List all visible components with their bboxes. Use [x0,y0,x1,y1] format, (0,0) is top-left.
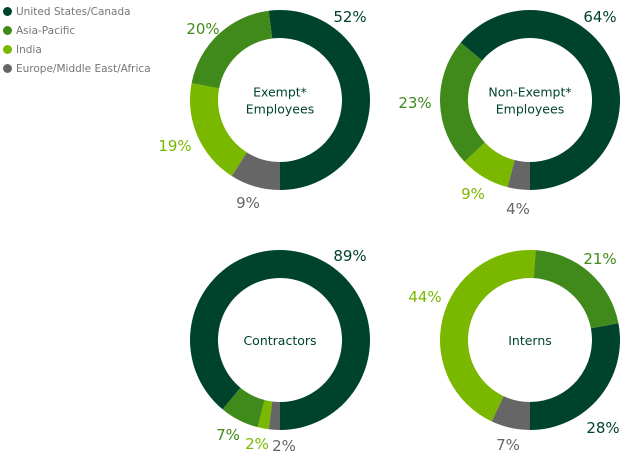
donut-slice-india [464,142,515,188]
donut-slice-asia-pacific [533,250,619,329]
donut-center-label: Exempt* [253,85,307,100]
donut-chart-1: 52% 9% 19% 20% Exempt* Employees [158,8,370,212]
legend-swatch [3,26,12,35]
legend-label: United States/Canada [16,5,131,18]
data-label: 23% [398,94,431,112]
legend-label: Asia-Pacific [16,24,76,37]
donut-chart-2: 64% 4% 9% 23% Non-Exempt* Employees [398,8,620,218]
donut-slice-europe-middle-east-africa [507,160,530,190]
data-label: 52% [333,8,366,26]
donut-slice-asia-pacific [440,42,485,162]
donut-center-label: Employees [246,102,314,117]
donut-center-label: Contractors [243,333,316,348]
legend-item-us-canada: United States/Canada [3,2,151,21]
legend-label: Europe/Middle East/Africa [16,62,151,75]
donut-chart-4: 28% 7% 44% 21% Interns [408,250,620,454]
data-label: 19% [158,137,191,155]
donut-slice-united-states-canada [460,10,620,191]
data-label: 7% [496,436,520,454]
legend-item-india: India [3,40,151,59]
legend-item-emea: Europe/Middle East/Africa [3,59,151,78]
donut-slice-united-states-canada [530,323,620,430]
donut-slice-europe-middle-east-africa [491,396,530,430]
data-label: 7% [216,426,240,444]
donut-slice-india [190,83,247,176]
legend-swatch [3,45,12,54]
legend-item-asia-pacific: Asia-Pacific [3,21,151,40]
donut-slice-asia-pacific [191,10,273,89]
legend: United States/Canada Asia-Pacific India … [3,2,151,78]
legend-swatch [3,64,12,73]
data-label: 9% [236,194,260,212]
donut-slice-europe-middle-east-africa [268,401,280,430]
legend-swatch [3,7,12,16]
data-label: 9% [461,185,485,203]
donut-slice-europe-middle-east-africa [231,152,280,190]
donut-center-label: Employees [496,102,564,117]
data-label: 64% [583,8,616,26]
data-label: 2% [272,437,296,454]
donut-slice-india [257,400,273,430]
data-label: 89% [333,247,366,265]
data-label: 28% [586,419,619,437]
donut-slice-united-states-canada [189,250,370,430]
donut-slice-united-states-canada [268,10,370,190]
data-label: 20% [186,20,219,38]
donut-slice-asia-pacific [222,387,265,428]
data-label: 44% [408,288,441,306]
donut-center-label: Non-Exempt* [488,85,571,100]
donut-slice-india [439,250,536,422]
donut-center-label: Interns [508,333,552,348]
data-label: 4% [506,200,530,218]
data-label: 2% [245,435,269,453]
data-label: 21% [583,250,616,268]
donut-chart-3: 89% 2%2% 7% Contractors [189,247,370,454]
legend-label: India [16,43,42,56]
